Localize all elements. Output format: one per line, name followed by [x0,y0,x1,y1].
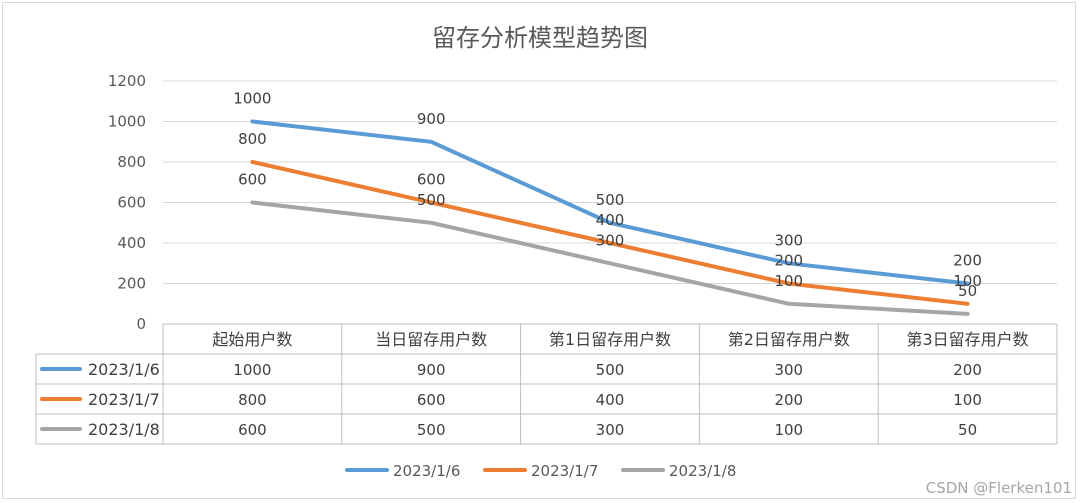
table-cell: 500 [596,361,625,379]
y-tick-label: 1000 [108,113,146,131]
legend-label: 2023/1/7 [531,462,598,480]
data-label: 800 [238,130,267,148]
y-tick-label: 600 [117,194,146,212]
x-category-label: 起始用户数 [212,330,292,349]
legend: 2023/1/6 2023/1/7 2023/1/8 [345,462,736,480]
table-cell: 100 [774,421,803,439]
chart-title: 留存分析模型趋势图 [432,24,648,52]
table-cell: 900 [417,361,446,379]
data-label: 500 [596,191,625,209]
y-tick-label: 400 [117,234,146,252]
y-tick-label: 1200 [108,72,146,90]
gridlines [163,80,1057,284]
data-label: 300 [774,231,803,249]
data-label: 900 [417,110,446,128]
table-cell: 400 [596,391,625,409]
table-series-name: 2023/1/6 [88,360,160,379]
y-axis: 0 200 400 600 800 1000 1200 [108,72,146,333]
table-cell: 600 [238,421,267,439]
table-cell: 1000 [233,361,271,379]
series-lines [250,119,970,316]
x-category-label: 第1日留存用户数 [549,330,671,349]
y-tick-label: 800 [117,153,146,171]
data-label: 300 [596,231,625,249]
table-cell: 300 [596,421,625,439]
y-tick-label: 200 [117,275,146,293]
series-line [250,119,970,286]
data-label: 500 [417,191,446,209]
legend-label: 2023/1/6 [393,462,460,480]
data-labels: 1000 900 500 300 200 800 600 400 200 100 600 500 300… [233,90,982,300]
series-line [250,200,970,316]
data-label: 600 [238,171,267,189]
legend-label: 2023/1/8 [669,462,736,480]
data-label: 200 [953,252,982,270]
x-category-label: 当日留存用户数 [375,330,487,349]
data-label: 50 [958,282,977,300]
table-cell: 300 [774,361,803,379]
watermark: CSDN @Flerken101 [925,479,1072,497]
table-cell: 200 [953,361,982,379]
data-label: 100 [953,272,982,290]
data-label: 400 [596,211,625,229]
table-cell: 100 [953,391,982,409]
y-tick-label: 0 [136,315,146,333]
data-table: 起始用户数 当日留存用户数 第1日留存用户数 第2日留存用户数 第3日留存用户数 2023… [35,323,1058,445]
x-category-label: 第2日留存用户数 [728,330,850,349]
data-label: 200 [774,252,803,270]
table-cell: 200 [774,391,803,409]
data-label: 600 [417,171,446,189]
table-series-name: 2023/1/7 [88,390,160,409]
table-cell: 50 [958,421,977,439]
table-cell: 800 [238,391,267,409]
data-label: 1000 [233,90,271,108]
series-line [250,160,970,306]
table-cell: 500 [417,421,446,439]
x-category-label: 第3日留存用户数 [907,330,1029,349]
data-label: 100 [774,272,803,290]
table-cell: 600 [417,391,446,409]
table-series-name: 2023/1/8 [88,420,160,439]
